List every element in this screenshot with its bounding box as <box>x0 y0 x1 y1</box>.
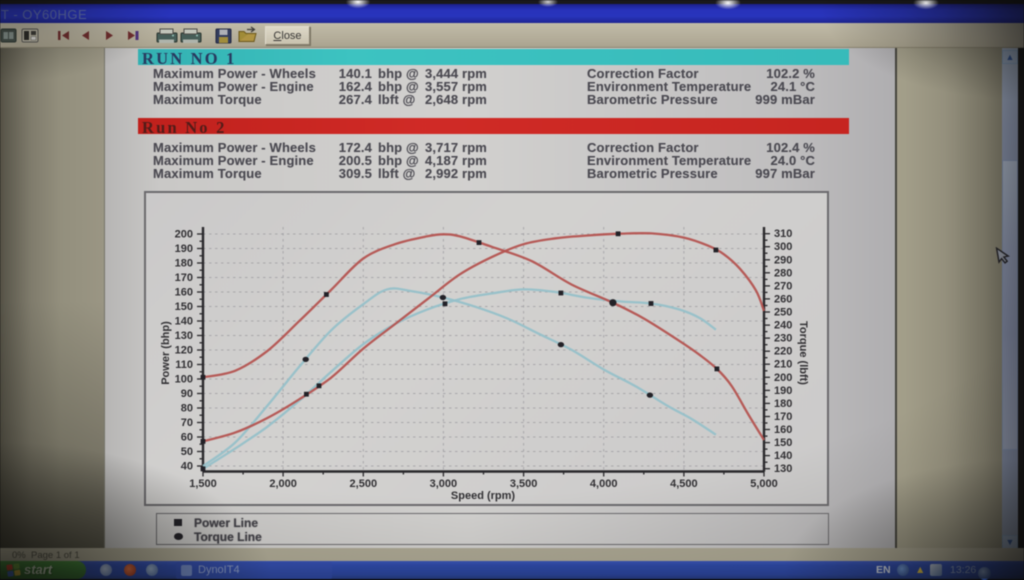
svg-text:1,500: 1,500 <box>189 478 217 490</box>
svg-text:130: 130 <box>175 330 193 342</box>
svg-text:2,500: 2,500 <box>350 478 378 490</box>
svg-text:3,000: 3,000 <box>430 478 458 490</box>
svg-text:Power (bhp): Power (bhp) <box>160 321 172 385</box>
svg-text:250: 250 <box>774 307 792 319</box>
svg-text:160: 160 <box>774 424 792 436</box>
svg-text:180: 180 <box>175 258 193 270</box>
svg-text:50: 50 <box>181 446 193 458</box>
svg-text:40: 40 <box>181 461 193 473</box>
svg-text:170: 170 <box>175 272 193 284</box>
svg-text:80: 80 <box>181 403 193 415</box>
svg-text:230: 230 <box>774 333 792 345</box>
svg-text:290: 290 <box>774 254 792 266</box>
svg-text:70: 70 <box>181 417 193 429</box>
svg-text:200: 200 <box>175 229 193 241</box>
svg-text:4,000: 4,000 <box>590 478 618 490</box>
svg-text:180: 180 <box>774 398 792 410</box>
svg-text:210: 210 <box>774 359 792 371</box>
svg-text:90: 90 <box>181 388 193 400</box>
svg-text:160: 160 <box>175 287 193 299</box>
svg-text:220: 220 <box>774 346 792 358</box>
svg-text:150: 150 <box>774 437 792 449</box>
svg-text:140: 140 <box>774 450 792 462</box>
svg-text:270: 270 <box>774 280 792 292</box>
svg-text:310: 310 <box>774 228 792 240</box>
svg-text:2,000: 2,000 <box>269 478 297 490</box>
svg-text:280: 280 <box>774 267 792 279</box>
svg-text:300: 300 <box>774 241 792 253</box>
svg-text:200: 200 <box>774 372 792 384</box>
svg-text:Torque (lbft): Torque (lbft) <box>797 321 809 385</box>
svg-text:140: 140 <box>175 316 193 328</box>
svg-text:120: 120 <box>175 345 193 357</box>
svg-text:4,500: 4,500 <box>670 478 698 490</box>
svg-text:100: 100 <box>175 374 193 386</box>
svg-text:190: 190 <box>774 385 792 397</box>
svg-text:3,500: 3,500 <box>510 478 538 490</box>
svg-text:260: 260 <box>774 293 792 305</box>
svg-text:130: 130 <box>774 463 792 475</box>
svg-text:170: 170 <box>774 411 792 423</box>
svg-text:150: 150 <box>175 301 193 313</box>
svg-text:240: 240 <box>774 320 792 332</box>
svg-text:5,000: 5,000 <box>750 478 778 490</box>
svg-text:60: 60 <box>181 432 193 444</box>
svg-text:Speed (rpm): Speed (rpm) <box>451 490 516 502</box>
svg-text:110: 110 <box>175 359 193 371</box>
svg-text:190: 190 <box>175 243 193 255</box>
